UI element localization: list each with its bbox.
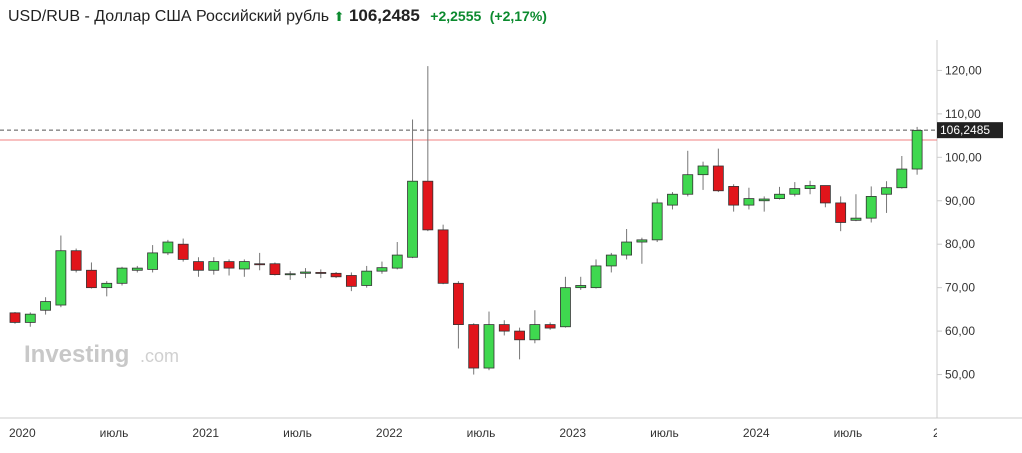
candle-body: [498, 324, 510, 332]
candle-body: [345, 275, 357, 287]
candle-body: [789, 188, 801, 195]
candle-body: [238, 261, 250, 270]
candle-body: [70, 250, 82, 271]
candle-body: [422, 180, 434, 231]
candle-body: [208, 261, 220, 271]
axis: 50,00 60,00 70,00 80,00 90,00 100,00 110,00 120…: [9, 63, 1003, 440]
candle-body: [177, 243, 189, 260]
candle-body: [697, 165, 709, 176]
x-tick-label: 2022: [376, 426, 403, 440]
candle-body: [560, 287, 571, 328]
candle-body: [774, 193, 785, 199]
x-tick-label: июль: [283, 426, 312, 440]
y-tick-label: 110,00: [945, 107, 981, 121]
candle-body: [116, 267, 128, 284]
candle-body: [223, 261, 235, 269]
candle-body: [361, 270, 373, 286]
price: 106,2485: [348, 6, 420, 25]
candle-body: [147, 252, 159, 270]
x-tick-label: 2024: [743, 426, 770, 440]
candle-body: [605, 254, 617, 267]
candle-body: [544, 324, 556, 329]
candle-body: [911, 129, 923, 170]
x-tick-label: 20: [933, 426, 947, 440]
y-tick-label: 60,00: [945, 324, 975, 338]
candle-body: [758, 198, 770, 202]
candle-body: [575, 285, 587, 289]
header: USD/RUB - Доллар США Российский рубль ⬆ …: [8, 6, 547, 26]
candle-body: [300, 271, 311, 274]
candle-body: [712, 165, 724, 192]
candle-body: [621, 241, 632, 256]
candle-body: [254, 263, 266, 266]
candle-body: [391, 254, 403, 269]
candle-body: [284, 273, 296, 276]
candle-body: [55, 250, 67, 306]
candle-body: [437, 229, 449, 284]
candle-body: [131, 267, 143, 271]
candle-body: [881, 187, 892, 195]
candle-body: [682, 174, 694, 195]
candle-body: [667, 193, 678, 206]
candle-body: [590, 265, 602, 289]
candle-body: [315, 272, 327, 274]
candle-body: [468, 324, 480, 369]
candle-body: [865, 196, 877, 219]
candle-body: [162, 241, 174, 254]
candle-body: [269, 263, 281, 276]
candle-body: [728, 186, 740, 206]
last-price-label: 106,2485: [940, 123, 990, 137]
x-tick-label: июль: [467, 426, 496, 440]
x-tick-label: июль: [834, 426, 863, 440]
candle-body: [514, 330, 525, 341]
candle-body: [453, 282, 464, 325]
candle-body: [330, 272, 342, 278]
y-tick-label: 120,00: [945, 63, 982, 77]
y-tick-label: 70,00: [945, 281, 975, 295]
x-tick-label: 2023: [559, 426, 586, 440]
candle-body: [850, 217, 862, 221]
change-percent: (+2,17%): [489, 8, 547, 24]
x-tick-label: 2021: [192, 426, 219, 440]
y-tick-label: 50,00: [945, 368, 975, 382]
candle-body: [9, 312, 21, 323]
x-tick-label: 2020: [9, 426, 36, 440]
y-tick-label: 100,00: [945, 150, 982, 164]
y-tick-label: 80,00: [945, 237, 975, 251]
candle-body: [101, 282, 113, 289]
candle-body: [407, 180, 418, 258]
change: +2,2555: [430, 8, 482, 24]
candle-body: [376, 267, 388, 272]
up-arrow: ⬆: [333, 9, 345, 24]
last-price-box: [937, 122, 1003, 139]
title: USD/RUB - Доллар США Российский рубль: [8, 8, 330, 25]
candle-body: [835, 202, 847, 223]
candle-body: [636, 239, 648, 243]
candle-body: [40, 301, 51, 311]
candle-body: [896, 168, 908, 189]
candle-body: [819, 185, 831, 204]
candle-body: [24, 313, 36, 323]
candle-body: [483, 324, 495, 369]
plot: Investing .com: [0, 66, 937, 375]
y-tick-label: 90,00: [945, 194, 975, 208]
candle-body: [651, 202, 663, 241]
watermark: Investing: [24, 341, 129, 368]
candle-body: [86, 269, 97, 289]
candle-body: [743, 198, 755, 206]
candle-body: [193, 261, 204, 271]
candle-body: [529, 324, 541, 341]
x-tick-label: июль: [650, 426, 679, 440]
candle-body: [804, 185, 816, 189]
watermark-suffix: .com: [140, 346, 179, 366]
x-tick-label: июль: [100, 426, 129, 440]
